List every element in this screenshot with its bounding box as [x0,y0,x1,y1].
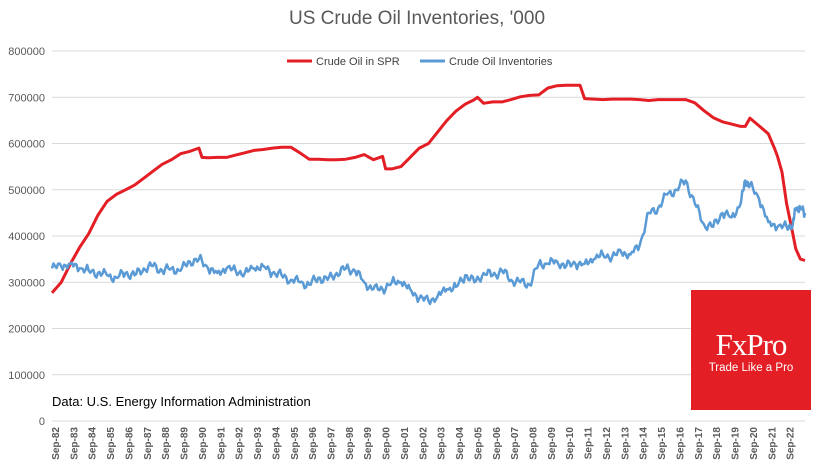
legend-label-spr: Crude Oil in SPR [316,56,400,68]
x-tick-label-Sep-05: Sep-05 [473,427,484,460]
x-tick-label-Sep-18: Sep-18 [712,427,723,460]
x-tick-label-Sep-16: Sep-16 [675,427,686,460]
x-tick-label-Sep-04: Sep-04 [455,427,466,460]
x-tick-label-Sep-11: Sep-11 [584,427,595,460]
x-tick-label-Sep-88: Sep-88 [161,427,172,460]
x-tick-label-Sep-02: Sep-02 [418,427,429,460]
y-axis-ticks: 0 100000 200000 300000 400000 500000 600000 700… [8,46,45,428]
x-tick-label-Sep-00: Sep-00 [382,427,393,460]
x-tick-label-Sep-17: Sep-17 [694,427,705,460]
y-tick-label-500000: 500000 [8,185,45,197]
gridlines [52,50,805,422]
y-tick-label-200000: 200000 [8,324,45,336]
x-tick-label-Sep-99: Sep-99 [363,427,374,460]
logo-name: FxPro [715,327,788,362]
fxpro-logo: FxPro Trade Like a Pro [691,290,811,410]
x-tick-label-Sep-13: Sep-13 [620,427,631,460]
x-tick-label-Sep-95: Sep-95 [290,427,301,460]
x-tick-label-Sep-89: Sep-89 [180,427,191,460]
y-tick-label-300000: 300000 [8,277,45,289]
x-tick-label-Sep-20: Sep-20 [749,427,760,460]
y-tick-label-0: 0 [39,416,45,428]
x-tick-label-Sep-86: Sep-86 [124,427,135,460]
y-tick-label-400000: 400000 [8,231,45,243]
x-tick-label-Sep-94: Sep-94 [271,427,282,460]
x-tick-label-Sep-08: Sep-08 [529,427,540,460]
x-tick-label-Sep-07: Sep-07 [510,427,521,460]
logo-tagline: Trade Like a Pro [708,362,794,374]
x-tick-label-Sep-92: Sep-92 [235,427,246,460]
x-tick-label-Sep-83: Sep-83 [69,427,80,460]
series-line-inventories [50,178,807,306]
x-tick-label-Sep-01: Sep-01 [400,427,411,460]
x-tick-label-Sep-97: Sep-97 [326,427,337,460]
x-tick-label-Sep-90: Sep-90 [198,427,209,460]
x-tick-label-Sep-82: Sep-82 [51,427,62,460]
series-lines [50,83,807,306]
x-tick-label-Sep-14: Sep-14 [639,427,650,460]
x-tick-label-Sep-93: Sep-93 [253,427,264,460]
y-tick-label-800000: 800000 [8,46,45,58]
x-tick-label-Sep-06: Sep-06 [492,427,503,460]
x-tick-label-Sep-84: Sep-84 [88,427,99,460]
legend-item-spr: Crude Oil in SPR [287,56,400,68]
y-tick-label-100000: 100000 [8,370,45,382]
x-tick-label-Sep-09: Sep-09 [547,427,558,460]
x-tick-label-Sep-22: Sep-22 [786,427,797,460]
x-tick-label-Sep-96: Sep-96 [308,427,319,460]
x-tick-label-Sep-21: Sep-21 [767,427,778,460]
x-tick-label-Sep-10: Sep-10 [565,427,576,460]
source-annotation: Data: U.S. Energy Information Administra… [52,394,311,409]
y-tick-label-600000: 600000 [8,139,45,151]
legend-label-inventories: Crude Oil Inventories [449,56,553,68]
x-tick-label-Sep-15: Sep-15 [657,427,668,460]
y-tick-label-700000: 700000 [8,92,45,104]
x-tick-label-Sep-98: Sep-98 [345,427,356,460]
x-axis-ticks: Sep-82 Sep-83 Sep-84 Sep-85 Sep-86 Sep-87 Sep-… [51,427,797,460]
x-tick-label-Sep-12: Sep-12 [602,427,613,460]
x-tick-label-Sep-91: Sep-91 [216,427,227,460]
x-tick-label-Sep-87: Sep-87 [143,427,154,460]
x-tick-label-Sep-03: Sep-03 [437,427,448,460]
legend: Crude Oil in SPR Crude Oil Inventories [287,56,553,68]
series-line-spr [50,83,806,294]
x-tick-label-Sep-19: Sep-19 [731,427,742,460]
x-tick-label-Sep-85: Sep-85 [106,427,117,460]
legend-item-inventories: Crude Oil Inventories [420,56,553,68]
chart-title: US Crude Oil Inventories, '000 [289,8,545,29]
